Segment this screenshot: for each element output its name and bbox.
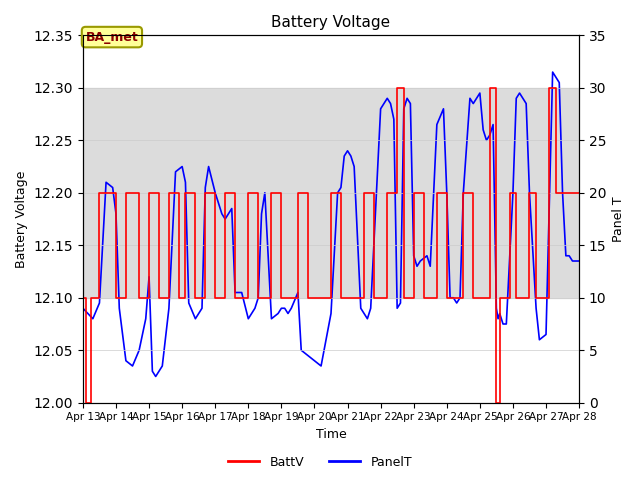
- Y-axis label: Panel T: Panel T: [612, 196, 625, 242]
- Y-axis label: Battery Voltage: Battery Voltage: [15, 170, 28, 268]
- X-axis label: Time: Time: [316, 428, 346, 441]
- Title: Battery Voltage: Battery Voltage: [271, 15, 390, 30]
- Legend: BattV, PanelT: BattV, PanelT: [223, 451, 417, 474]
- Text: BA_met: BA_met: [86, 31, 138, 44]
- Bar: [83, 88, 579, 298]
